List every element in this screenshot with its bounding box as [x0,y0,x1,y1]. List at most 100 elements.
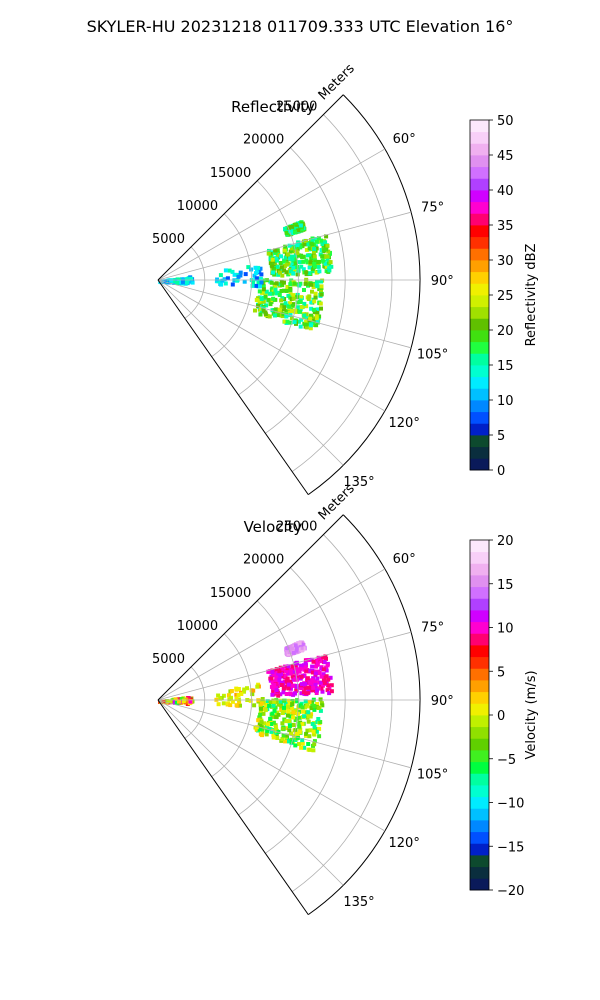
echo-main-cell-north [300,255,305,260]
echo-sparse-band [230,269,235,274]
echo-main-cell-south [295,731,300,736]
echo-main-cell-north [291,265,296,270]
echo-near-clutter [174,700,179,705]
colorbar-swatch [470,563,489,576]
echo-main-cell-north [310,670,315,675]
echo-main-cell-north [319,666,324,671]
echo-main-cell-north [275,248,280,253]
echo-main-cell-south [279,279,284,284]
echo-main-cell-south [289,309,294,314]
echo-main-cell-south [300,738,305,743]
echo-sparse-band [230,699,235,704]
echo-main-cell-south [299,745,304,750]
range-tick-label: 25000 [276,100,317,115]
echo-main-cell-south [282,705,286,710]
echo-main-cell-south [284,314,289,319]
echo-main-cell-north [312,262,317,266]
echo-main-cell-north [327,251,332,256]
echo-north-small-cell [287,650,292,655]
echo-sparse-band [253,265,258,270]
echo-main-cell-south [308,316,313,321]
colorbar-swatch [470,843,489,856]
range-ring [211,633,252,777]
echo-main-cell-north [304,258,309,263]
echo-main-cell-north [306,685,311,690]
echo-near-clutter [181,699,186,704]
echo-main-cell-south [303,699,308,704]
echo-main-cell-north [279,254,283,259]
echo-main-cell-south [293,708,298,713]
echo-main-cell-south [318,708,323,713]
echo-main-cell-north [328,675,333,680]
echo-main-cell-south [287,728,292,733]
echo-main-cell-north [315,676,320,681]
echo-main-cell-north [313,679,318,684]
echo-main-cell-south [254,298,259,302]
colorbar-tick-label: 15 [497,578,514,593]
echo-main-cell-south [257,298,262,303]
azimuth-tick-label: 105° [417,768,448,783]
echo-main-cell-south [258,712,263,717]
echo-main-cell-north [298,245,303,250]
echo-near-clutter [179,697,184,701]
echo-main-cell-south [319,306,323,311]
range-ring [265,147,346,434]
echo-main-cell-south [262,721,267,726]
echo-main-cell-south [299,317,304,322]
echo-main-cell-south [305,702,310,707]
colorbar-swatch [470,820,489,833]
echo-main-cell-north [267,248,271,253]
echo-main-cell-south [284,733,289,738]
colorbar-tick-label: 20 [497,324,514,339]
echo-near-clutter [181,279,185,284]
echo-main-cell-south [297,730,302,735]
echo-main-cell-north [284,684,289,689]
echo-main-cell-north [324,264,329,269]
echo-sparse-band [216,702,221,707]
echo-main-cell-south [310,289,314,294]
echo-main-cell-south [279,305,284,310]
echo-sparse-band [238,703,242,708]
echo-main-cell-north [290,248,295,253]
echo-main-cell-south [265,699,270,704]
echo-main-cell-south [279,708,284,712]
echo-main-cell-south [312,310,317,315]
echo-north-small-cell [293,643,298,648]
echo-main-cell-south [312,704,317,708]
echo-main-cell-north [323,654,328,659]
sector-edge-left [157,94,344,281]
echo-main-cell-north [274,672,279,677]
echo-sparse-band [258,276,263,281]
echo-main-cell-south [315,311,320,315]
echo-main-cell-north [269,684,274,689]
echo-sparse-band [234,697,239,701]
echo-main-cell-south [264,703,269,707]
echo-main-cell-north [325,254,330,259]
echo-north-small-cell [298,223,303,228]
colorbar-swatch [470,365,489,378]
echo-main-cell-south [311,307,316,312]
echo-sparse-band [255,684,260,689]
echo-main-cell-south [306,297,311,301]
echo-main-cell-south [273,287,278,292]
echo-north-small-cell [297,641,302,646]
echo-sparse-band [243,272,248,277]
colorbar-swatch [470,446,489,459]
echo-main-cell-north [286,272,291,277]
colorbar-tick-label: 20 [497,534,514,549]
range-ring [265,567,346,854]
echo-main-cell-north [270,680,275,685]
echo-main-cell-north [304,247,309,252]
azimuth-tick-label: 135° [343,475,374,490]
echo-main-cell-south [307,700,312,704]
echo-main-cell-north [305,690,310,695]
echo-main-cell-north [272,266,276,271]
azimuth-spoke [157,568,386,701]
echo-main-cell-north [293,248,298,252]
echo-main-cell-south [316,717,321,721]
echo-main-cell-north [289,246,294,251]
echo-main-cell-north [286,664,291,669]
colorbar-tick-label: 5 [497,665,505,680]
echo-main-cell-north [271,688,276,693]
echo-main-cell-north [308,260,313,265]
